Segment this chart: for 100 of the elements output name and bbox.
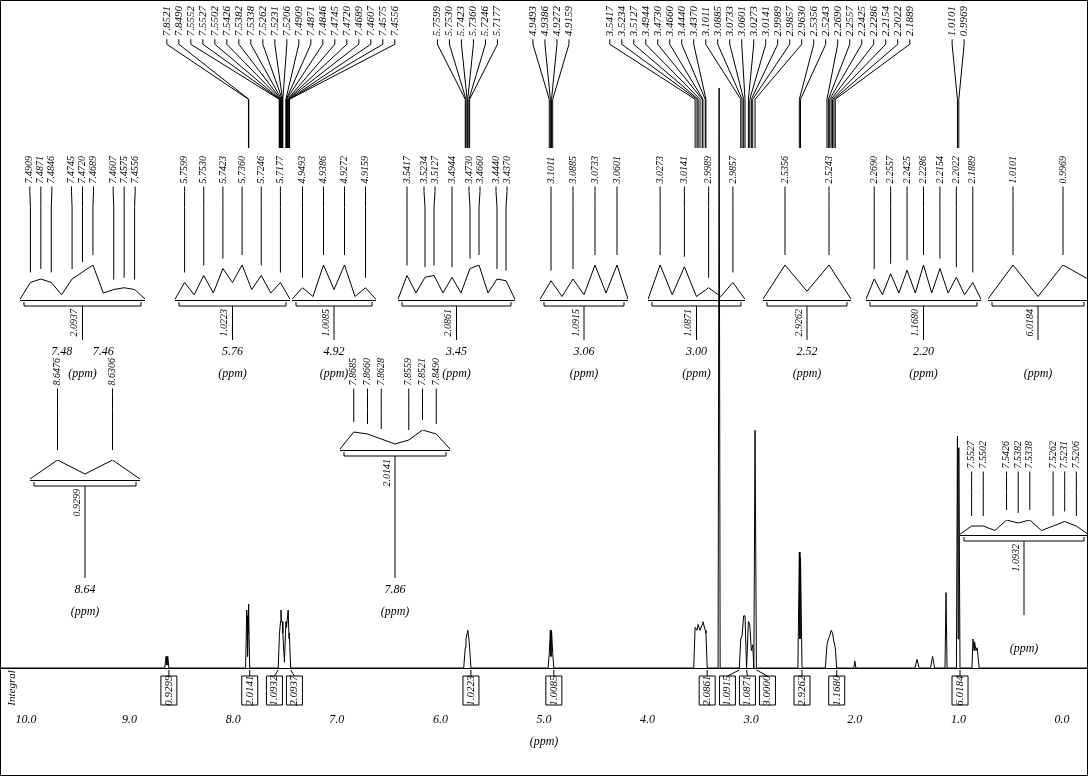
annotation: 7.4689	[351, 5, 364, 37]
x-tick-label: 8.6306	[106, 358, 118, 386]
annotation: 2.2425	[854, 5, 867, 37]
text: Integral	[4, 670, 17, 707]
x-axis-title: (ppm)	[529, 734, 559, 749]
annotation: 5.7246	[478, 5, 491, 37]
x-tick-label: 7.8628	[374, 358, 386, 386]
x-tick-label: 1.0	[950, 712, 966, 727]
annotation: 2.2690	[830, 5, 843, 37]
annotation: 8.64	[74, 582, 96, 597]
x-tick-label: 7.5231	[1058, 441, 1070, 469]
x-tick-label: 3.0733	[588, 156, 600, 185]
annotation: 3.5127	[626, 5, 639, 38]
annotation: 7.5338	[243, 5, 256, 37]
annotation: 7.5206	[279, 5, 292, 37]
x-tick-label: 2.5243	[822, 156, 834, 184]
x-axis-title: (ppm)	[792, 366, 822, 381]
annotation: 2.5243	[818, 5, 831, 37]
annotation: 5.7599	[430, 5, 443, 37]
annotation: 3.4730	[650, 5, 663, 38]
annotation: 2.0141	[380, 459, 392, 487]
annotation: 7.86	[384, 582, 406, 597]
annotation: 7.4720	[339, 5, 352, 37]
annotation: 1.1680	[909, 309, 921, 337]
annotation: 7.5262	[255, 5, 268, 37]
annotation: 1.0223	[218, 309, 230, 337]
x-tick-label: 3.0141	[678, 156, 689, 185]
x-tick-label: 3.5234	[417, 156, 429, 185]
annotation: 2.2286	[866, 5, 879, 37]
x-tick-label: 5.7599	[178, 156, 190, 184]
annotation: 7.4607	[363, 5, 376, 37]
x-tick-label: 7.4909	[23, 156, 35, 184]
x-tick-label: 3.5127	[428, 155, 440, 185]
annotation: 7.5382	[231, 5, 244, 37]
annotation: 2.2154	[878, 5, 891, 37]
annotation: 3.0733	[722, 5, 735, 38]
annotation: 3.0000	[760, 674, 773, 707]
x-tick-label: 7.5338	[1023, 441, 1035, 469]
annotation: 5.7360	[466, 5, 479, 37]
x-tick-label: 6.0	[432, 712, 448, 727]
x-tick-label: 7.8660	[361, 358, 373, 386]
x-tick-label: 2.5356	[778, 156, 790, 184]
annotation: 0.9299	[70, 489, 82, 517]
annotation: 3.0141	[758, 6, 771, 38]
annotation: 7.8490	[171, 5, 184, 37]
annotation: 6.0184	[1023, 309, 1035, 337]
annotation: 7.4745	[327, 5, 340, 37]
x-tick-label: 8.0	[225, 712, 241, 727]
annotation: 7.4909	[291, 5, 304, 37]
annotation: 3.5417	[602, 5, 615, 38]
x-tick-label: 7.8490	[429, 358, 441, 386]
annotation: 5.7423	[454, 5, 467, 37]
x-tick-label: 2.2154	[933, 156, 945, 184]
annotation: 3.06	[572, 344, 595, 359]
x-tick-label: 2.0	[847, 712, 863, 727]
annotation: 3.4370	[686, 5, 699, 38]
x-tick-label: 4.9159	[359, 156, 371, 184]
x-tick-label: 3.4440	[489, 156, 501, 185]
annotation: 1.0871	[740, 675, 753, 706]
annotation: 4.9386	[537, 5, 550, 37]
annotation: 4.9493	[525, 5, 538, 37]
x-tick-label: 4.9272	[338, 156, 350, 184]
annotation: 1.0223	[463, 674, 476, 706]
x-axis-title: (ppm)	[1023, 366, 1053, 381]
annotation: 1.0932	[1009, 544, 1021, 572]
annotation: 2.9630	[794, 5, 807, 37]
annotation: 2.9989	[770, 5, 783, 37]
x-tick-label: 3.0	[742, 712, 759, 727]
annotation: 4.92	[323, 344, 345, 359]
x-tick-label: 2.9989	[702, 156, 714, 184]
annotation: 2.2022	[890, 5, 903, 37]
x-tick-label: 7.5426	[1000, 441, 1012, 469]
annotation: 7.5552	[183, 5, 196, 37]
x-tick-label: 3.4370	[500, 156, 512, 185]
x-tick-label: 7.4846	[45, 156, 57, 184]
x-tick-label: 3.1011	[544, 156, 556, 185]
annotation: 5.7177	[490, 5, 503, 37]
x-tick-label: 7.5527	[965, 440, 977, 469]
annotation: 2.52	[796, 344, 818, 359]
x-tick-label: 4.0	[640, 712, 656, 727]
annotation: 3.0601	[734, 6, 747, 38]
annotation: 0.9969	[957, 5, 969, 37]
x-axis-title: (ppm)	[70, 604, 100, 619]
annotation: 3.4660	[662, 5, 675, 38]
annotation: 2.9262	[792, 309, 804, 337]
x-tick-label: 5.7360	[235, 156, 247, 184]
x-axis-title: (ppm)	[68, 366, 97, 381]
annotation: 1.0871	[682, 309, 694, 337]
x-tick-label: 5.0	[536, 712, 552, 727]
annotation: 1.0915	[720, 674, 733, 706]
annotation: 7.4575	[375, 5, 388, 37]
x-tick-label: 2.2286	[917, 156, 929, 184]
annotation: 7.4556	[387, 5, 400, 37]
annotation: 2.0141	[242, 675, 255, 706]
annotation: 5.7530	[442, 5, 455, 37]
x-tick-label: 7.4556	[128, 156, 140, 184]
annotation: 1.1680	[829, 674, 842, 706]
x-tick-label: 0.9969	[1056, 156, 1068, 184]
annotation: 3.0885	[710, 5, 723, 38]
annotation: 2.9857	[782, 5, 795, 37]
